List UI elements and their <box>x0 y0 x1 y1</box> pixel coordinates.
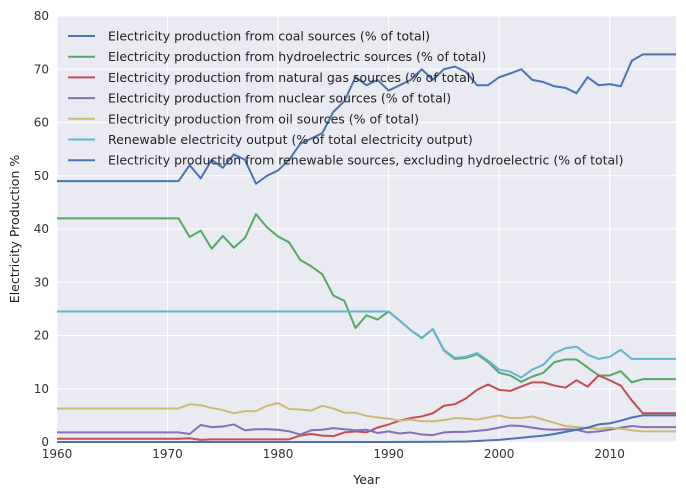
legend-entry: Electricity production from coal sources… <box>108 29 430 44</box>
series-line-4 <box>57 423 676 437</box>
series-line-7 <box>57 414 676 443</box>
y-tick-label: 20 <box>34 329 49 343</box>
legend: Electricity production from coal sources… <box>68 29 624 168</box>
series-line-2 <box>57 213 676 384</box>
y-tick-label: 60 <box>34 116 49 130</box>
x-tick-label: 2000 <box>484 447 515 461</box>
x-axis-label: Year <box>352 472 380 487</box>
x-tick-label: 1980 <box>263 447 294 461</box>
y-tick-label: 0 <box>41 435 49 449</box>
y-axis-label: Electricity Production % <box>7 155 22 304</box>
y-tick-label: 10 <box>34 382 49 396</box>
y-tick-label: 70 <box>34 62 49 76</box>
x-tick-label: 1990 <box>373 447 404 461</box>
series-lines <box>57 53 676 443</box>
y-axis-ticks: 0 10 20 30 40 50 60 70 80 <box>34 9 49 449</box>
x-tick-label: 1970 <box>152 447 183 461</box>
legend-entry: Electricity production from natural gas … <box>108 70 475 85</box>
x-axis-ticks: 1960 1970 1980 1990 2000 2010 <box>42 447 625 461</box>
x-tick-label: 1960 <box>42 447 73 461</box>
series-line-6 <box>57 310 676 379</box>
legend-entry: Electricity production from hydroelectri… <box>108 49 486 64</box>
legend-entry: Electricity production from nuclear sour… <box>108 91 451 106</box>
legend-entry: Renewable electricity output (% of total… <box>108 132 473 147</box>
legend-entry: Electricity production from oil sources … <box>108 111 419 126</box>
series-line-1 <box>57 53 676 185</box>
grid <box>56 15 676 443</box>
y-tick-label: 80 <box>34 9 49 23</box>
series-line-3 <box>57 374 676 441</box>
y-tick-label: 40 <box>34 222 49 236</box>
x-tick-label: 2010 <box>594 447 625 461</box>
y-tick-label: 30 <box>34 275 49 289</box>
y-tick-label: 50 <box>34 169 49 183</box>
legend-entry: Electricity production from renewable so… <box>108 153 624 168</box>
